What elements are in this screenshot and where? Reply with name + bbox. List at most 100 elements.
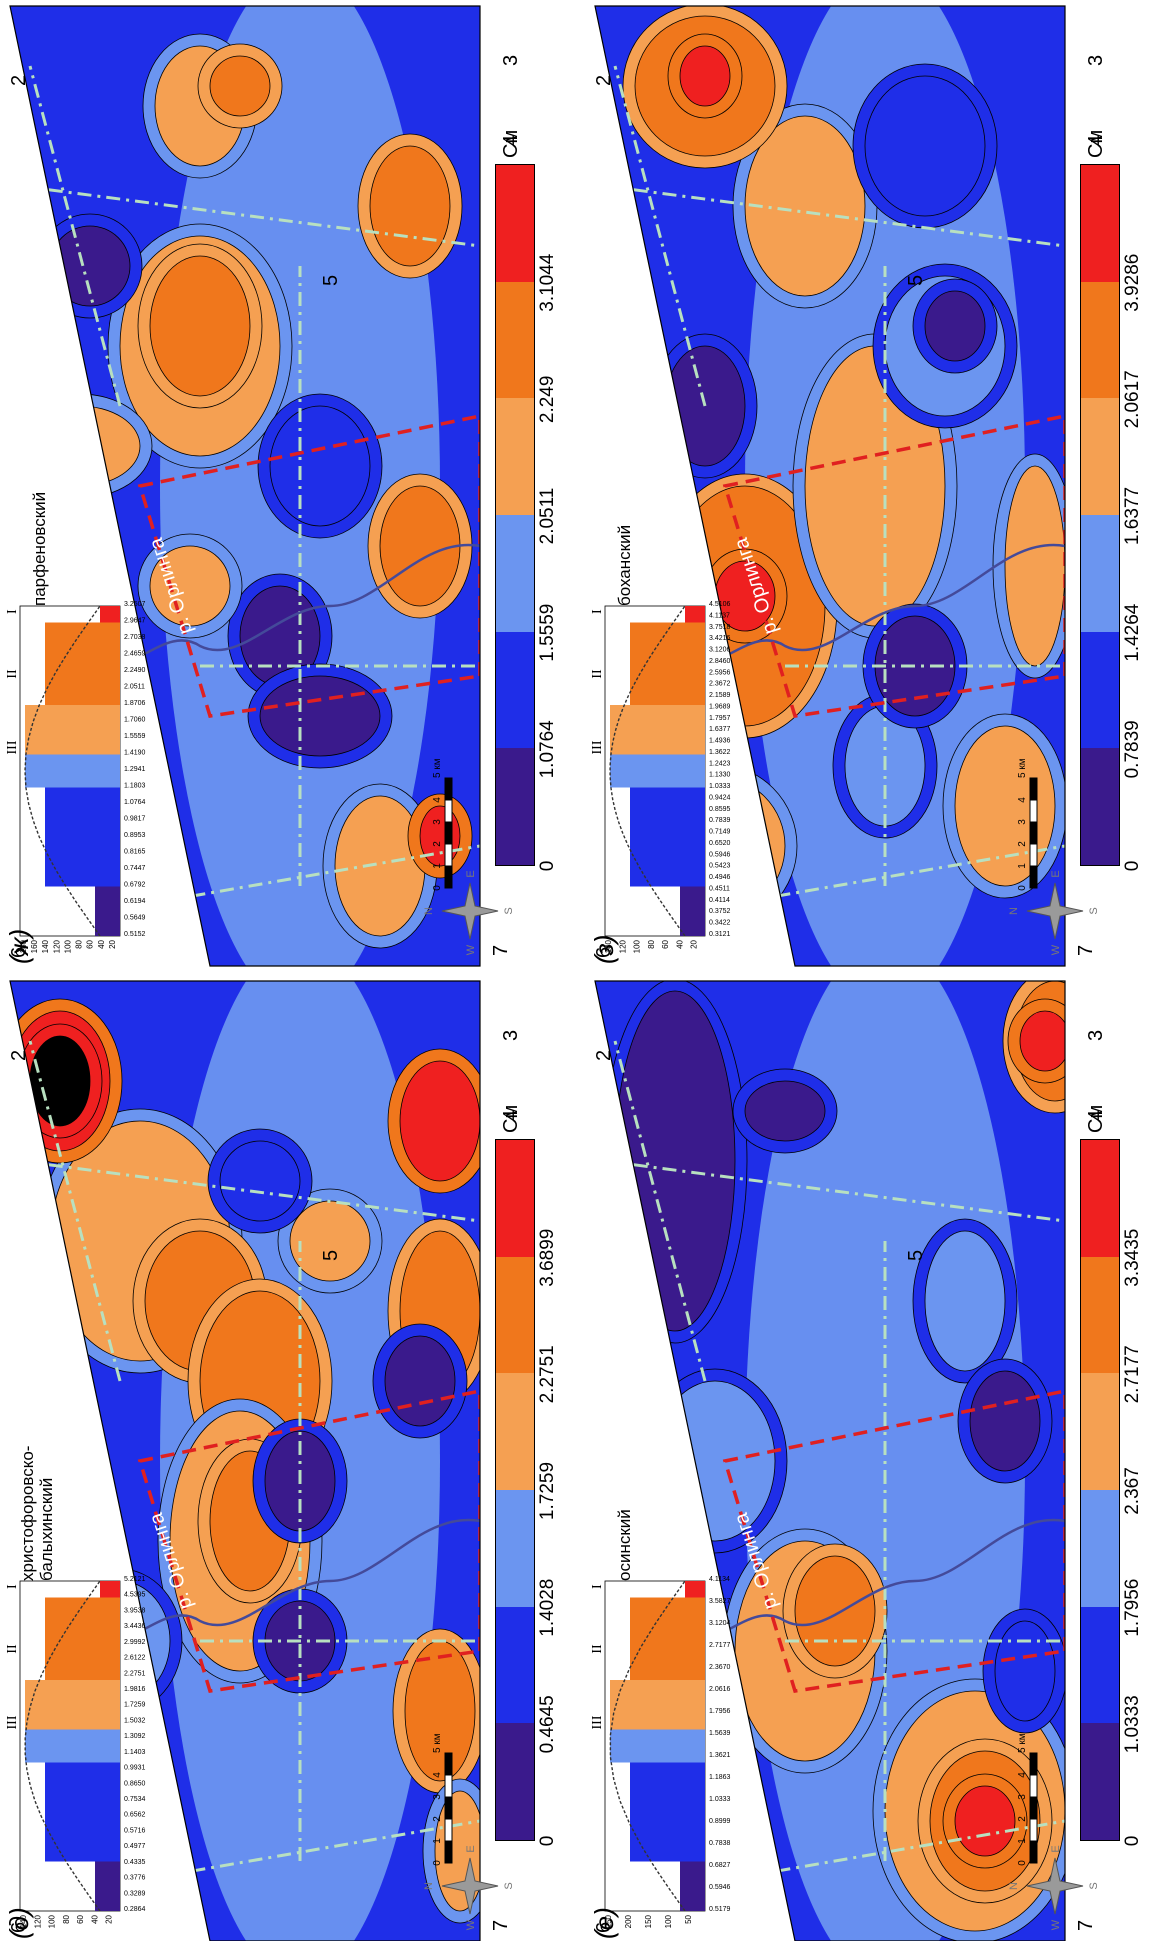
- histogram-x-tick: 3.2507: [124, 601, 146, 608]
- section-number: 3: [500, 54, 522, 66]
- river-line: [694, 543, 1065, 668]
- histogram-x-tick: 1.8706: [124, 700, 146, 707]
- contour-zone: [289, 1200, 371, 1282]
- scale-label: 5 км: [1017, 758, 1028, 778]
- histogram-bar: [685, 606, 705, 623]
- contour-zone: [209, 55, 271, 117]
- scale-bar-segment: [1029, 1818, 1038, 1842]
- histogram-x-tick: 0.7149: [709, 829, 731, 836]
- histogram-y-tick: 20: [108, 939, 117, 948]
- histogram-x-tick: 2.7177: [709, 1642, 731, 1649]
- scale-bar-segment: [1029, 1774, 1038, 1798]
- legend-swatch: [496, 1606, 534, 1724]
- contour-zone: [149, 255, 251, 397]
- histogram-x-tick: 0.8165: [124, 849, 146, 856]
- legend-tick: 3.6899: [537, 1228, 558, 1287]
- histogram-x-tick: 0.7447: [124, 865, 146, 872]
- histogram-x-tick: 1.0333: [709, 1796, 731, 1803]
- contour-zone: [744, 1080, 826, 1142]
- contour-zone: [864, 75, 986, 217]
- contour-zone: [794, 1555, 876, 1667]
- legend-tick: 0.4645: [537, 1695, 558, 1754]
- horizon-label: I: [5, 609, 20, 614]
- section-number: 7: [490, 944, 512, 956]
- legend-swatch: [1081, 1256, 1119, 1374]
- compass-letter: W: [1050, 1919, 1062, 1930]
- river-line: [109, 543, 480, 668]
- histogram-x-tick: 0.7838: [709, 1840, 731, 1847]
- contour-zone: [924, 290, 986, 362]
- compass-letter: E: [465, 870, 477, 877]
- map-surface: [10, 6, 480, 966]
- legend-tick: 2.0617: [1122, 370, 1143, 429]
- legend-swatch: [496, 164, 534, 282]
- scale-bar-segment: [1029, 777, 1038, 801]
- histogram-x-tick: 2.7038: [124, 634, 146, 641]
- legend-swatch: [1081, 281, 1119, 399]
- histogram-x-tick: 2.9647: [124, 618, 146, 625]
- legend-tick: 1.4264: [1122, 603, 1143, 662]
- contour-zone: [1019, 1010, 1065, 1072]
- histogram-bar: [25, 754, 120, 788]
- section-number: 3: [1085, 54, 1107, 66]
- contour-zone: [744, 115, 866, 297]
- contour-zone: [994, 1620, 1056, 1722]
- survey-line: [604, 1819, 1065, 1903]
- histogram-x-tick: 0.3776: [124, 1875, 146, 1882]
- histogram-bar: [45, 1597, 120, 1680]
- scale-bar-segment: [1029, 821, 1038, 845]
- legend-tick: 1.6377: [1122, 486, 1143, 546]
- legend-unit: См: [500, 129, 522, 158]
- legend-swatch: [496, 514, 534, 632]
- histogram-x-tick: 1.0764: [124, 799, 146, 806]
- histogram-x-tick: 1.7060: [124, 717, 146, 724]
- horizon-label: I: [590, 609, 605, 614]
- scale-tick-label: 2: [432, 1816, 443, 1822]
- histogram-x-tick: 1.4190: [124, 750, 146, 757]
- section-number: 3: [500, 1029, 522, 1041]
- color-legend: [495, 164, 535, 866]
- histogram-x-tick: 0.8999: [709, 1818, 731, 1825]
- legend-swatch: [1081, 1606, 1119, 1724]
- survey-line: [19, 1159, 480, 1223]
- map-panel-zh: 180 160 140 120 100 80 60 40 20 0.5152 0.5649 0.619…: [0, 5, 575, 967]
- histogram-x-tick: 1.2423: [709, 760, 731, 767]
- histogram-x-tick: 5.2121: [124, 1576, 146, 1583]
- compass-rose-icon: [441, 882, 499, 940]
- histogram-curve: [609, 605, 686, 937]
- legend-swatch: [1081, 1489, 1119, 1607]
- histogram-x-tick: 0.8650: [124, 1780, 146, 1787]
- histogram-x-tick: 4.1137: [709, 612, 730, 619]
- color-legend: [1080, 164, 1120, 866]
- histogram-bar: [45, 1762, 120, 1862]
- scale-tick-label: 3: [1017, 819, 1028, 825]
- histogram-bar: [630, 622, 705, 705]
- survey-line: [613, 1040, 707, 1382]
- scale-bar-segment: [444, 821, 453, 845]
- compass-letter: N: [423, 907, 435, 915]
- histogram-bar: [610, 1680, 705, 1730]
- histogram-y-tick: 150: [644, 1914, 653, 1928]
- unit-name-line: парфеновский: [30, 491, 49, 606]
- horizon-label: III: [5, 1715, 20, 1729]
- horizon-label: II: [590, 669, 605, 679]
- scale-bar-segment: [444, 865, 453, 889]
- scale-tick-label: 4: [432, 1772, 443, 1778]
- compass-letter: N: [423, 1882, 435, 1890]
- compass-letter: N: [1008, 907, 1020, 915]
- histogram-x-tick: 0.3289: [124, 1890, 146, 1897]
- contour-zone: [49, 225, 131, 307]
- histogram-y-tick: 60: [76, 1914, 85, 1923]
- histogram-curve: [24, 1580, 101, 1912]
- histogram-x-tick: 3.4436: [124, 1623, 146, 1630]
- map-frame: [9, 980, 481, 1941]
- section-number: 7: [1075, 944, 1097, 956]
- scale-bar-segment: [1029, 1796, 1038, 1820]
- horizon-label: I: [590, 1584, 605, 1589]
- legend-swatch: [496, 1373, 534, 1490]
- histogram-y-tick: 40: [90, 1914, 99, 1923]
- histogram-x-tick: 0.8953: [124, 832, 146, 839]
- unit-name-line: христофоровско-: [18, 1445, 37, 1581]
- scale-tick-label: 1: [432, 1838, 443, 1844]
